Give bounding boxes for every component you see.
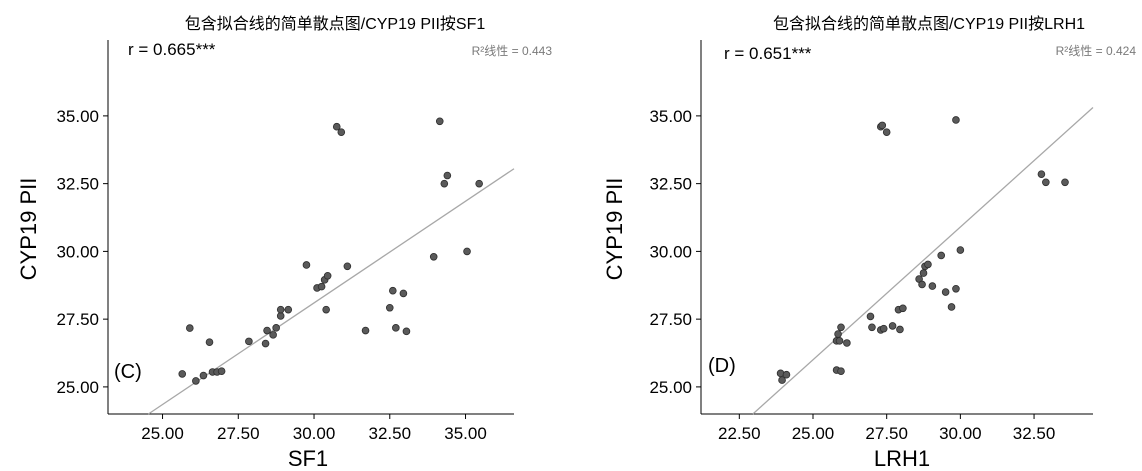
y-tick-label: 32.50	[649, 175, 692, 194]
data-point	[882, 128, 891, 136]
y-tick-label: 30.00	[649, 242, 692, 261]
x-tick-label: 27.50	[217, 424, 260, 443]
x-axis-label: SF1	[288, 446, 328, 471]
panel-label: (C)	[114, 361, 142, 383]
data-point	[956, 246, 965, 254]
data-point	[843, 339, 851, 347]
data-point	[837, 323, 845, 332]
data-point	[918, 280, 926, 289]
x-tick-label: 22.50	[718, 424, 761, 443]
data-point	[389, 286, 397, 295]
data-point	[178, 370, 187, 378]
y-axis-label: CYP19 PII	[602, 178, 627, 281]
data-point	[186, 324, 194, 332]
data-point	[205, 338, 214, 346]
x-tick-label: 32.50	[369, 424, 412, 443]
data-point	[317, 282, 326, 291]
data-point	[952, 284, 960, 293]
y-tick-label: 35.00	[649, 107, 692, 126]
data-point	[302, 261, 311, 269]
data-point	[392, 324, 400, 332]
data-point	[263, 326, 271, 335]
scatter-panel-c: 包含拟合线的简单散点图/CYP19 PII按SF1 CYP19 PII SF1 …	[16, 15, 552, 471]
data-point	[878, 121, 887, 130]
data-point	[440, 179, 449, 188]
data-point	[429, 253, 438, 261]
y-tick-label: 32.50	[56, 175, 99, 194]
data-point	[443, 171, 452, 180]
data-point	[1061, 178, 1069, 187]
data-point	[947, 303, 956, 311]
data-point	[868, 323, 876, 332]
data-point	[778, 376, 786, 384]
data-point	[937, 251, 946, 260]
y-tick-label: 27.50	[649, 310, 692, 329]
x-tick-label: 30.00	[939, 424, 982, 443]
data-point	[463, 247, 471, 256]
data-point	[272, 324, 280, 332]
plot-area: 25.00 27.50 30.00 32.50 35.00 25.00 27.50 30.00…	[56, 40, 515, 443]
data-point	[192, 377, 200, 385]
data-point	[276, 305, 285, 314]
data-point	[435, 117, 444, 126]
x-tick-label: 25.00	[141, 424, 184, 443]
data-point	[896, 325, 904, 334]
x-tick-label: 30.00	[293, 424, 336, 443]
data-point	[837, 367, 845, 375]
x-tick-label: 35.00	[444, 424, 487, 443]
data-point	[269, 331, 277, 339]
y-tick-label: 25.00	[649, 378, 692, 397]
data-point	[1042, 178, 1050, 187]
data-point	[399, 289, 408, 298]
chart-title: 包含拟合线的简单散点图/CYP19 PII按SF1	[185, 15, 486, 33]
data-point	[361, 326, 370, 335]
data-point	[899, 304, 907, 313]
data-point	[1037, 170, 1046, 178]
y-tick-label: 30.00	[56, 242, 99, 261]
data-point	[402, 327, 411, 336]
data-point	[323, 271, 332, 280]
panel-label: (D)	[708, 355, 736, 377]
data-point	[343, 262, 352, 271]
fit-line	[752, 106, 1094, 415]
scatter-panel-d: 包含拟合线的简单散点图/CYP19 PII按LRH1 CYP19 PII LRH…	[602, 15, 1136, 471]
data-point	[928, 282, 937, 290]
data-point	[834, 330, 842, 338]
plot-area: 22.50 25.00 27.50 30.00 32.50 25.00 27.50 30.00…	[649, 40, 1094, 443]
x-tick-label: 25.00	[792, 424, 835, 443]
correlation-text: r = 0.665***	[128, 40, 216, 59]
x-axis-label: LRH1	[874, 446, 930, 471]
data-point	[245, 337, 253, 346]
data-point	[888, 322, 897, 330]
r-squared-text: R²线性 = 0.424	[1056, 44, 1137, 58]
y-tick-label: 25.00	[56, 378, 99, 397]
data-point	[385, 303, 394, 312]
data-point	[924, 260, 932, 269]
y-axis-label: CYP19 PII	[16, 178, 41, 281]
data-point	[835, 337, 844, 345]
data-point	[199, 371, 208, 380]
x-tick-label: 32.50	[1013, 424, 1056, 443]
data-point	[475, 179, 483, 188]
data-point	[276, 312, 285, 320]
data-point	[284, 305, 293, 314]
data-point	[217, 367, 226, 375]
data-point	[866, 312, 875, 321]
data-point	[261, 339, 270, 348]
correlation-text: r = 0.651***	[724, 44, 812, 63]
y-tick-label: 27.50	[56, 310, 99, 329]
data-point	[332, 122, 341, 131]
data-point	[941, 288, 950, 296]
data-point	[337, 128, 346, 136]
data-point	[952, 116, 960, 124]
r-squared-text: R²线性 = 0.443	[472, 44, 553, 58]
data-point	[919, 269, 928, 277]
chart-title: 包含拟合线的简单散点图/CYP19 PII按LRH1	[773, 15, 1085, 33]
data-point	[782, 370, 791, 379]
y-tick-label: 35.00	[56, 107, 99, 126]
data-point	[879, 324, 888, 333]
x-tick-label: 27.50	[865, 424, 908, 443]
data-point	[322, 305, 330, 314]
